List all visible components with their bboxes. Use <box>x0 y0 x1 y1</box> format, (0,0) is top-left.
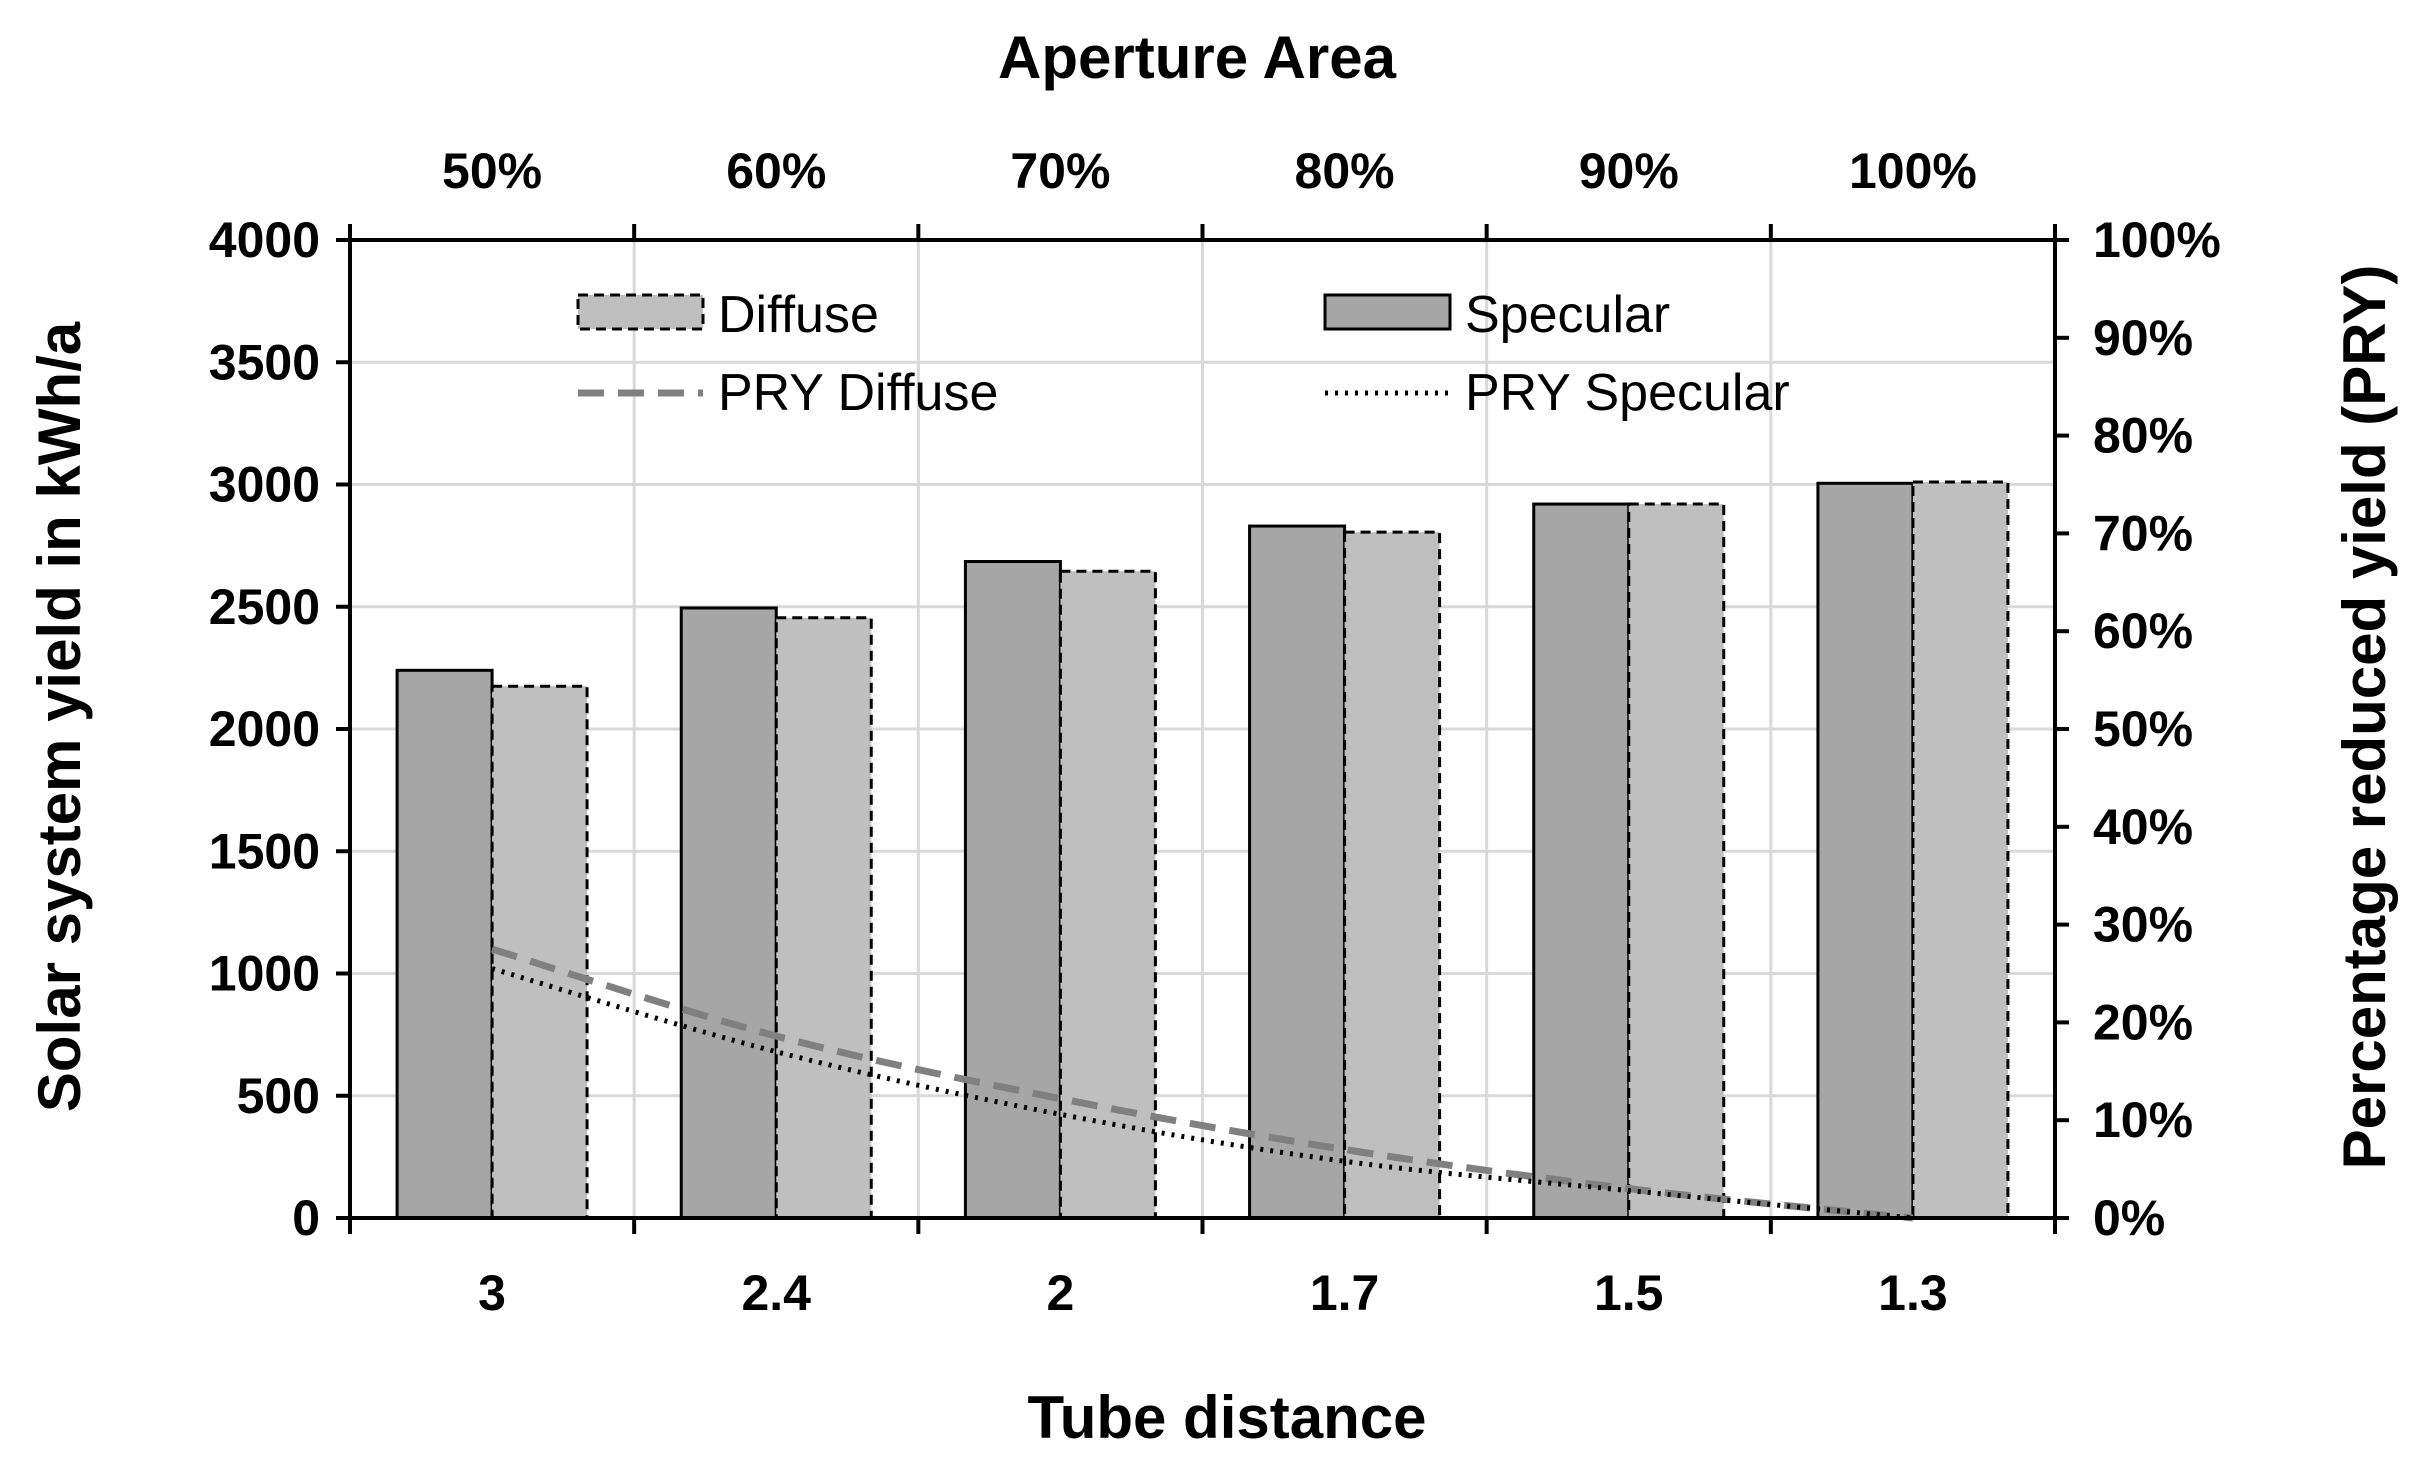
y-tick-label: 1000 <box>209 946 320 1002</box>
bar-diffuse <box>1343 530 1442 1220</box>
bar-specular <box>963 560 1062 1220</box>
legend-label-specular: Specular <box>1465 286 1670 344</box>
x-tick-label: 3 <box>478 1265 506 1321</box>
line-pry-diffuse <box>491 945 1914 1222</box>
axes <box>336 224 2069 1234</box>
top-tick-label: 80% <box>1295 143 1395 199</box>
legend-swatch-specular <box>1323 293 1452 331</box>
legend-label-diffuse: Diffuse <box>718 286 879 344</box>
bar-specular <box>395 668 494 1220</box>
y-tick-label: 1500 <box>209 823 320 879</box>
x-tick-label: 2.4 <box>741 1265 811 1321</box>
y-tick-label: 4000 <box>209 212 320 268</box>
x-tick-label: 1.3 <box>1878 1265 1948 1321</box>
top-tick-label: 50% <box>442 143 542 199</box>
y2-tick-label: 30% <box>2093 897 2193 953</box>
y2-tick-label: 20% <box>2093 994 2193 1050</box>
legend-label-pry-diffuse: PRY Diffuse <box>718 364 998 422</box>
bar-diffuse <box>1058 569 1157 1220</box>
y-tick-label: 0 <box>292 1190 320 1246</box>
legend-swatch-diffuse <box>576 293 705 331</box>
y2-tick-label: 10% <box>2093 1092 2193 1148</box>
y-tick-label: 2500 <box>209 579 320 635</box>
legend: Diffuse Specular PRY Diffuse PRY Specula… <box>576 286 1790 422</box>
y-tick-label: 3500 <box>209 334 320 390</box>
y2-tick-label: 40% <box>2093 799 2193 855</box>
y2-tick-label: 80% <box>2093 408 2193 464</box>
y-tick-label: 500 <box>237 1068 320 1124</box>
top-tick-label: 70% <box>1010 143 1110 199</box>
bar-diffuse <box>1911 480 2010 1220</box>
y2-tick-label: 50% <box>2093 701 2193 757</box>
x-axis-title: Tube distance <box>1028 1384 1427 1451</box>
top-tick-label: 60% <box>726 143 826 199</box>
bar-specular <box>1248 524 1347 1220</box>
y2-axis-title: Percentage reduced yield (PRY) <box>2331 265 2398 1170</box>
y2-tick-label: 0% <box>2093 1190 2165 1246</box>
tick-labels: 0 500 1000 1500 2000 2500 3000 3500 4000 0% 10% 20%… <box>209 143 2221 1321</box>
y2-tick-label: 90% <box>2093 310 2193 366</box>
y-tick-label: 2000 <box>209 701 320 757</box>
grid-lines <box>350 238 2055 1218</box>
legend-label-pry-specular: PRY Specular <box>1465 364 1790 422</box>
y2-tick-label: 100% <box>2093 212 2221 268</box>
bar-specular <box>1816 481 1915 1220</box>
x-tick-label: 1.5 <box>1594 1265 1664 1321</box>
bar-specular <box>679 606 778 1220</box>
y2-tick-label: 60% <box>2093 603 2193 659</box>
pry-lines <box>491 945 1914 1222</box>
bar-specular <box>1532 502 1631 1220</box>
y2-tick-label: 70% <box>2093 505 2193 561</box>
top-tick-label: 100% <box>1849 143 1977 199</box>
x-tick-label: 1.7 <box>1310 1265 1380 1321</box>
y-axis-title: Solar system yield in kWh/a <box>26 321 93 1112</box>
bar-diffuse <box>1627 502 1726 1220</box>
bars <box>395 480 2010 1220</box>
top-axis-title: Aperture Area <box>998 24 1397 91</box>
top-tick-label: 90% <box>1579 143 1679 199</box>
y-tick-label: 3000 <box>209 457 320 513</box>
x-tick-label: 2 <box>1047 1265 1075 1321</box>
bar-diffuse <box>774 616 873 1220</box>
